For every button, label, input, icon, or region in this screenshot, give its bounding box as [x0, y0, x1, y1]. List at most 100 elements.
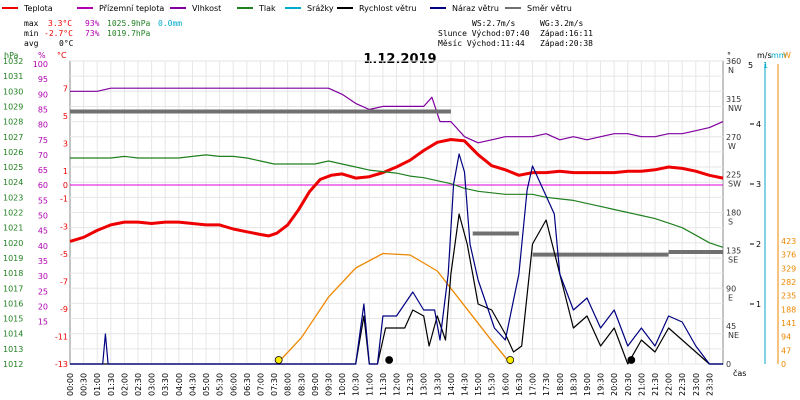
hpa-tick-label: 1031: [3, 72, 23, 81]
w-tick-label: 188: [781, 305, 796, 314]
pct-tick-label: 60: [38, 181, 48, 190]
dir-tick-label: 90: [726, 284, 736, 293]
stat-min-hum: 73%: [85, 29, 100, 38]
x-tick-label: 12:30: [406, 373, 415, 396]
legend-label-smer: Směr větru: [527, 4, 572, 13]
series-n-raz-v-tru: [70, 153, 723, 365]
x-tick-label: 06:00: [229, 373, 238, 396]
markers-layer: [274, 356, 636, 364]
hpa-tick-label: 1019: [3, 254, 23, 263]
w-tick-label: 282: [781, 278, 796, 287]
x-tick-label: 22:30: [678, 373, 687, 396]
x-tick-label: 05:00: [202, 373, 211, 396]
dir-tick-label: 0: [726, 360, 731, 369]
x-tick-label: 20:00: [610, 373, 619, 396]
axis-hpa-label: hPa: [4, 51, 19, 60]
dir-tick-name: S: [728, 218, 733, 227]
wind-ws: WS:2.7m/s: [472, 19, 516, 28]
x-tick-label: 04:00: [175, 373, 184, 396]
temp-tick-label: 7: [63, 85, 68, 94]
axis-temp-label: °C: [57, 51, 67, 60]
w-tick-label: 141: [781, 319, 796, 328]
ms-tick-label: 1: [756, 300, 761, 309]
x-tick-label: 19:30: [597, 373, 606, 396]
hpa-tick-label: 1013: [3, 345, 23, 354]
x-tick-label: 02:00: [120, 373, 129, 396]
hpa-tick-label: 1029: [3, 102, 23, 111]
legend-label-tlak: Tlak: [258, 4, 276, 13]
hpa-tick-label: 1030: [3, 87, 23, 96]
temp-tick-label: -1: [60, 195, 68, 204]
temp-tick-label: 5: [63, 112, 68, 121]
hpa-tick-label: 1015: [3, 315, 23, 324]
stat-max-temp: 3.3°C: [48, 19, 72, 28]
pct-tick-label: 55: [38, 196, 48, 205]
hpa-tick-label: 1026: [3, 148, 23, 157]
temp-tick-label: -5: [60, 250, 68, 259]
hpa-tick-label: 1021: [3, 224, 23, 233]
x-tick-label: 04:30: [188, 373, 197, 396]
dir-tick-name: N: [728, 66, 734, 75]
legend-label-teplota: Teplota: [23, 4, 53, 13]
hpa-tick-label: 1020: [3, 239, 23, 248]
y-axes: 1032103110301029102810271026102510241023…: [3, 57, 796, 369]
x-tick-label: 14:00: [447, 373, 456, 396]
pct-tick-label: 70: [38, 151, 48, 160]
dir-tick-label: 135: [726, 246, 741, 255]
w-tick-label: 423: [781, 237, 796, 246]
x-tick-label: 23:30: [705, 373, 714, 396]
marker-sunrise: [274, 356, 283, 364]
hpa-tick-label: 1025: [3, 163, 23, 172]
temp-tick-label: -13: [55, 360, 68, 369]
hpa-tick-label: 1027: [3, 133, 23, 142]
series-vlhkost: [70, 87, 724, 144]
x-tick-label: 08:00: [284, 373, 293, 396]
pct-tick-label: 80: [38, 121, 48, 130]
moon-rise: Měsíc Východ:11:44: [438, 39, 525, 48]
sun-set: Západ:16:11: [540, 29, 593, 38]
astro-block: WS:2.7m/s WG:3.2m/s Slunce Východ:07:40 …: [438, 19, 593, 48]
axis-ms-label: m/s: [757, 51, 772, 60]
x-tick-label: 10:30: [352, 373, 361, 396]
hpa-tick-label: 1028: [3, 118, 23, 127]
x-tick-label: 17:30: [542, 373, 551, 396]
marker-moonset: [627, 356, 636, 364]
w-tick-label: 94: [781, 333, 791, 342]
x-tick-label: 13:30: [433, 373, 442, 396]
x-tick-label: 14:30: [461, 373, 470, 396]
series-teplota: [69, 138, 724, 243]
x-tick-label: 15:30: [488, 373, 497, 396]
x-axis-label: čas: [733, 368, 746, 378]
ms-tick-label: 4: [756, 120, 761, 129]
dir-tick-name: NW: [728, 104, 742, 113]
hpa-tick-label: 1014: [3, 330, 23, 339]
chart-title: 1.12.2019: [363, 52, 436, 67]
x-tick-label: 12:00: [393, 373, 402, 396]
x-tick-label: 16:30: [515, 373, 524, 396]
x-tick-label: 03:00: [148, 373, 157, 396]
marker-sunset: [506, 356, 515, 364]
stat-min-press: 1019.7hPa: [107, 29, 151, 38]
pct-tick-label: 85: [38, 105, 48, 114]
dir-tick-name: E: [728, 293, 733, 302]
pct-tick-label: 30: [38, 272, 48, 281]
x-tick-label: 21:30: [651, 373, 660, 396]
hpa-tick-label: 1016: [3, 299, 23, 308]
series-rychlost-v-tru: [70, 213, 723, 365]
dir-tick-name: SE: [728, 255, 738, 264]
temp-tick-label: 1: [63, 167, 68, 176]
x-tick-label: 00:00: [66, 373, 75, 396]
x-tick-label: 11:00: [365, 373, 374, 396]
legend-label-rychlost: Rychlost větru: [359, 4, 416, 13]
legend: Teplota Přízemní teplota Vlhkost Tlak Sr…: [2, 4, 572, 13]
x-tick-label: 05:30: [216, 373, 225, 396]
hpa-tick-label: 1024: [3, 178, 23, 187]
dir-tick-label: 270: [726, 133, 741, 142]
axis-w-label: W: [783, 51, 791, 60]
hpa-tick-label: 1023: [3, 193, 23, 202]
x-tick-label: 18:30: [569, 373, 578, 396]
legend-label-srazky: Srážky: [307, 4, 334, 13]
x-tick-label: 19:00: [583, 373, 592, 396]
series-layer: [69, 87, 724, 365]
